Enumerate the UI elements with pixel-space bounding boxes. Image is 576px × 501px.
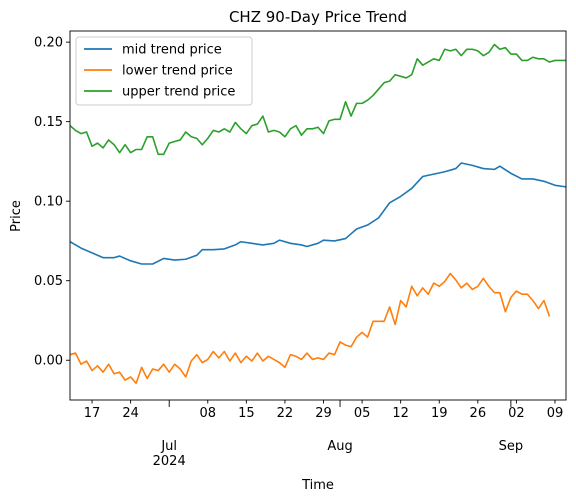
- x-tick-label: 24: [122, 406, 139, 421]
- lower-trend-price-line: [69, 272, 551, 385]
- x-tick-label: 08: [200, 406, 217, 421]
- y-tick-label: 0.15: [34, 115, 63, 130]
- legend-label-mid-trend-price: mid trend price: [122, 43, 222, 58]
- y-axis-label: Price: [9, 200, 24, 232]
- x-tick-label: 19: [431, 406, 448, 421]
- x-tick-label: 02: [508, 406, 525, 421]
- x-tick-label: 22: [277, 406, 294, 421]
- legend-label-upper-trend-price: upper trend price: [122, 85, 235, 100]
- x-tick-label: 17: [84, 406, 101, 421]
- axes-frame: [69, 30, 567, 401]
- mid-trend-price-line: [69, 162, 567, 265]
- y-tick-label: 0.00: [34, 354, 63, 369]
- x-tick-label: 09: [547, 406, 564, 421]
- x-axis-label: Time: [301, 478, 334, 493]
- chart-title: CHZ 90-Day Price Trend: [229, 8, 407, 26]
- legend-label-lower-trend-price: lower trend price: [122, 64, 233, 79]
- x-tick-label: 29: [315, 406, 332, 421]
- legend-box: [75, 36, 253, 106]
- x-tick-label: Jul: [160, 439, 177, 454]
- x-tick-label: 2024: [153, 454, 186, 469]
- x-tick-label: 26: [470, 406, 487, 421]
- x-tick-label: Aug: [327, 439, 352, 454]
- upper-trend-price-line: [69, 43, 566, 156]
- x-tick-label: 15: [238, 406, 255, 421]
- x-tick-label: Sep: [499, 439, 524, 454]
- x-tick-label: 12: [392, 406, 409, 421]
- y-tick-label: 0.20: [34, 36, 63, 51]
- x-tick-label: 05: [354, 406, 371, 421]
- y-tick-label: 0.05: [34, 274, 63, 289]
- y-tick-label: 0.10: [34, 195, 63, 210]
